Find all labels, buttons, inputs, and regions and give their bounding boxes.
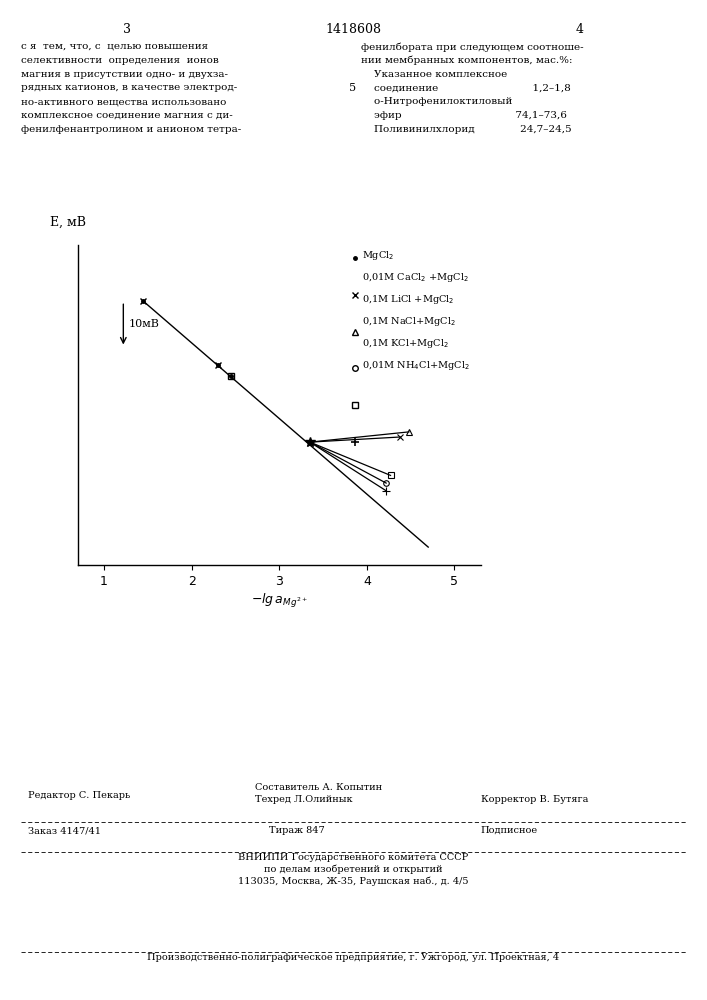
Text: Составитель А. Копытин: Составитель А. Копытин (255, 783, 382, 792)
Text: 10мВ: 10мВ (129, 319, 160, 329)
Text: с я  тем, что, с  целью повышения: с я тем, что, с целью повышения (21, 42, 209, 51)
Text: Поливинилхлорид              24,7–24,5: Поливинилхлорид 24,7–24,5 (361, 125, 571, 134)
Text: комплексное соединение магния с ди-: комплексное соединение магния с ди- (21, 111, 233, 120)
Text: Тираж 847: Тираж 847 (269, 826, 325, 835)
Text: E, мВ: E, мВ (49, 216, 86, 229)
Text: Указанное комплексное: Указанное комплексное (361, 70, 507, 79)
Text: нии мембранных компонентов, мас.%:: нии мембранных компонентов, мас.%: (361, 56, 572, 65)
Text: 0,01M CaCl$_2$ +MgCl$_2$: 0,01M CaCl$_2$ +MgCl$_2$ (362, 270, 469, 284)
Text: Техред Л.Олийнык: Техред Л.Олийнык (255, 795, 352, 804)
Text: ВНИИПИ Государственного комитета СССР: ВНИИПИ Государственного комитета СССР (238, 853, 469, 862)
Text: фенилбората при следующем соотноше-: фенилбората при следующем соотноше- (361, 42, 583, 51)
Text: о-Нитрофенилоктиловый: о-Нитрофенилоктиловый (361, 97, 512, 106)
Text: Производственно-полиграфическое предприятие, г. Ужгород, ул. Проектная, 4: Производственно-полиграфическое предприя… (148, 953, 559, 962)
Text: соединение                             1,2–1,8: соединение 1,2–1,8 (361, 83, 571, 92)
Text: 3: 3 (123, 23, 132, 36)
Text: рядных катионов, в качестве электрод-: рядных катионов, в качестве электрод- (21, 83, 238, 92)
Text: но-активного вещества использовано: но-активного вещества использовано (21, 97, 226, 106)
Text: 0,1M KCl+MgCl$_2$: 0,1M KCl+MgCl$_2$ (362, 336, 449, 350)
Text: 4: 4 (575, 23, 584, 36)
Text: Корректор В. Бутяга: Корректор В. Бутяга (481, 795, 588, 804)
Text: 0,1M LiCl +MgCl$_2$: 0,1M LiCl +MgCl$_2$ (362, 292, 455, 306)
Text: 0,01M NH$_4$Cl+MgCl$_2$: 0,01M NH$_4$Cl+MgCl$_2$ (362, 359, 469, 371)
Text: селективности  определения  ионов: селективности определения ионов (21, 56, 219, 65)
Text: 1418608: 1418608 (325, 23, 382, 36)
X-axis label: $-lg\,a_{Mg^{2+}}$: $-lg\,a_{Mg^{2+}}$ (251, 592, 308, 610)
Text: по делам изобретений и открытий: по делам изобретений и открытий (264, 864, 443, 874)
Text: Подписное: Подписное (481, 826, 538, 835)
Text: 0,1M NaCl+MgCl$_2$: 0,1M NaCl+MgCl$_2$ (362, 314, 456, 328)
Text: Заказ 4147/41: Заказ 4147/41 (28, 826, 101, 835)
Text: MgCl$_2$: MgCl$_2$ (362, 248, 395, 261)
Text: 113035, Москва, Ж-35, Раушская наб., д. 4/5: 113035, Москва, Ж-35, Раушская наб., д. … (238, 876, 469, 886)
Text: Редактор С. Пекарь: Редактор С. Пекарь (28, 791, 131, 800)
Text: 5: 5 (349, 83, 356, 93)
Text: магния в присутствии одно- и двухза-: магния в присутствии одно- и двухза- (21, 70, 228, 79)
Text: эфир                                   74,1–73,6: эфир 74,1–73,6 (361, 111, 566, 120)
Text: фенилфенантролином и анионом тетра-: фенилфенантролином и анионом тетра- (21, 125, 242, 134)
